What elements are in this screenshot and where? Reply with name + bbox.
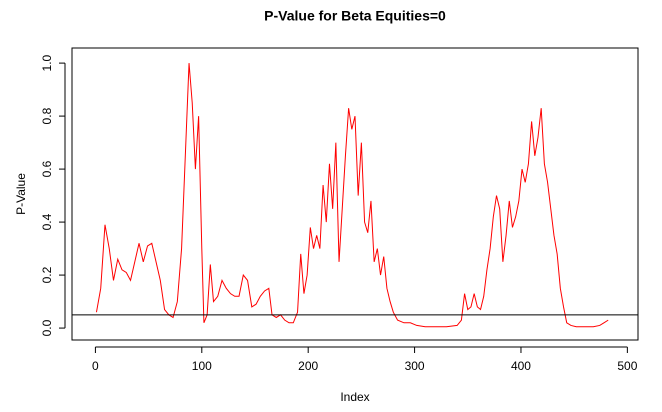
x-tick-label: 500 bbox=[617, 359, 637, 373]
y-tick-label: 0.2 bbox=[40, 266, 54, 283]
x-tick-label: 400 bbox=[511, 359, 531, 373]
x-tick-label: 0 bbox=[92, 359, 99, 373]
chart-title: P-Value for Beta Equities=0 bbox=[264, 8, 446, 24]
x-tick-label: 300 bbox=[405, 359, 425, 373]
y-tick-label: 0.8 bbox=[40, 107, 54, 124]
data-line bbox=[95, 63, 609, 328]
y-tick-label: 1.0 bbox=[40, 54, 54, 71]
y-tick-label: 0.6 bbox=[40, 160, 54, 177]
y-tick-label: 0.4 bbox=[40, 213, 54, 230]
plot-box bbox=[71, 47, 639, 341]
x-tick-label: 100 bbox=[192, 359, 212, 373]
y-tick-label: 0.0 bbox=[40, 319, 54, 336]
x-tick-label: 200 bbox=[298, 359, 318, 373]
x-axis-label: Index bbox=[340, 390, 369, 404]
y-axis-label: P-Value bbox=[14, 173, 28, 215]
